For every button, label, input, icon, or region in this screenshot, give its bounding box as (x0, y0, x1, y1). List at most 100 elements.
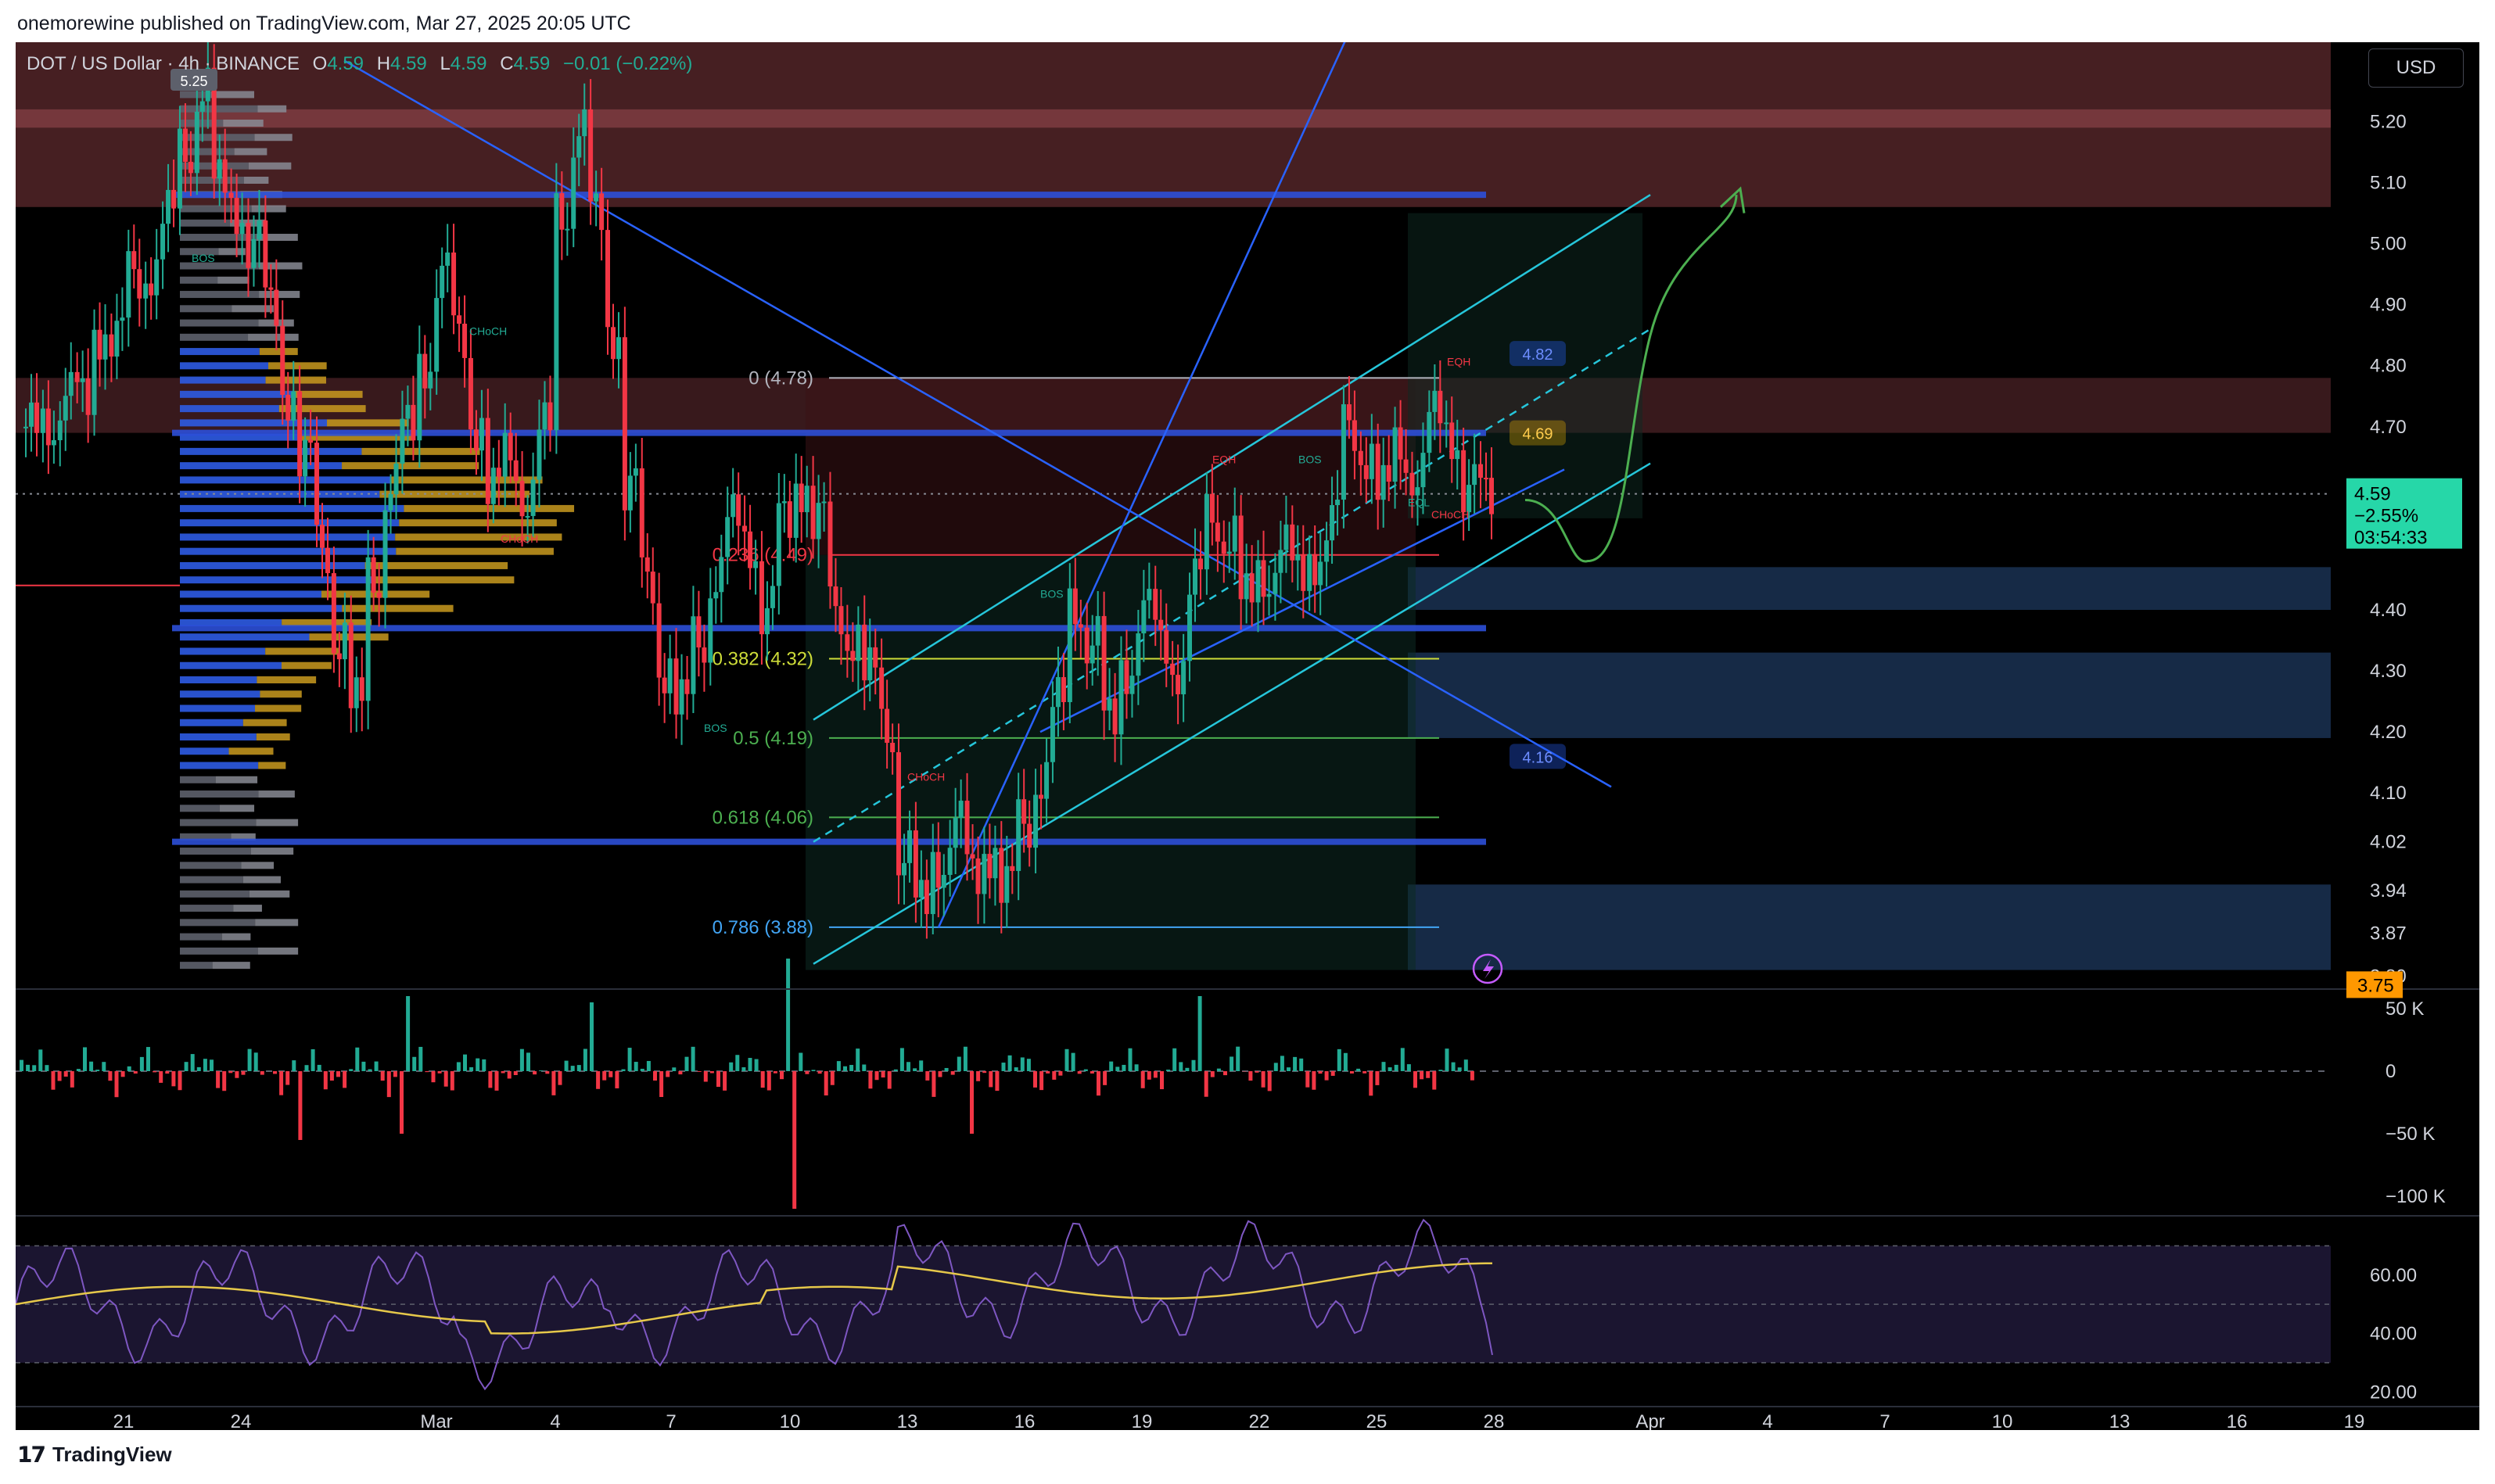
volume-axis-tick: −100 K (2386, 1186, 2446, 1207)
volume-delta-bar (1140, 1071, 1145, 1088)
volume-delta-bar (488, 1071, 493, 1088)
volume-delta-bar (659, 1071, 664, 1098)
profile-bar-down (265, 647, 339, 655)
volume-delta-bar (963, 1046, 967, 1071)
candle-body (422, 353, 428, 389)
volume-delta-bar (279, 1071, 284, 1095)
profile-bar-up (180, 476, 391, 484)
candle-body (1153, 589, 1158, 620)
volume-delta-bar (1324, 1071, 1329, 1081)
candle-body (907, 830, 912, 863)
price-axis-tick: 4.10 (2370, 783, 2407, 804)
candle-body (982, 854, 987, 894)
volume-delta-bar (425, 1071, 429, 1073)
last-price-text: −2.55% (2354, 506, 2418, 527)
close-value: 4.59 (513, 53, 551, 74)
candle-body (1449, 422, 1455, 460)
profile-bar-down (256, 733, 290, 741)
volume-delta-bar (127, 1066, 131, 1071)
volume-delta-bar (1090, 1071, 1094, 1074)
candle-body (1141, 600, 1147, 634)
profile-bar-up (180, 661, 282, 669)
candle-body (1455, 450, 1460, 460)
candle-body (804, 486, 810, 513)
candle-body (120, 317, 125, 321)
volume-delta-bar (881, 1071, 885, 1078)
candle-body (1198, 558, 1203, 570)
candle-body (1193, 558, 1197, 595)
candle-body (217, 159, 222, 179)
candle-body (588, 109, 594, 202)
volume-delta-bar (976, 1071, 981, 1081)
candle-body (753, 561, 759, 568)
profile-bar-up (180, 519, 400, 527)
profile-bar-down (215, 776, 258, 783)
volume-delta-bar (57, 1071, 62, 1081)
low-badge (2346, 971, 2403, 998)
candle-body (810, 486, 816, 539)
candle-body (1466, 485, 1472, 513)
candle-body (537, 429, 542, 480)
volume-delta-bar (1369, 1071, 1373, 1096)
currency-button[interactable]: USD (2368, 48, 2464, 88)
candle-body (382, 510, 388, 598)
publisher-line: onemorewine published on TradingView.com… (17, 13, 631, 34)
time-axis-tick: 21 (113, 1411, 135, 1430)
candle-body (1386, 464, 1391, 482)
candle-body (1283, 524, 1289, 550)
candle-body (496, 468, 501, 477)
volume-delta-bar (95, 1070, 100, 1071)
lightning-bolt-icon (1483, 959, 1494, 979)
candle-body (137, 269, 142, 299)
candle-body (896, 752, 901, 876)
volume-delta-bar (576, 1065, 581, 1071)
channel-mid (813, 328, 1651, 843)
profile-bar-up (180, 319, 259, 327)
profile-bar-down (257, 676, 317, 683)
fib-label: 0.5 (4.19) (733, 728, 813, 749)
candle-body (1380, 464, 1386, 500)
candle-body (731, 494, 736, 518)
symbol-title: DOT / US Dollar · 4h · BINANCE (27, 53, 300, 74)
volume-delta-bar (551, 1071, 556, 1095)
candle-body (759, 561, 764, 635)
candle-body (684, 679, 690, 694)
volume-delta-bar (1280, 1056, 1284, 1071)
candle-body (40, 408, 45, 433)
volume-delta-bar (1394, 1064, 1398, 1071)
candle-body (1004, 866, 1010, 903)
candle-body (582, 109, 587, 137)
volume-delta-bar (418, 1046, 423, 1071)
volume-delta-bar (1071, 1052, 1075, 1071)
high-label: H (376, 53, 391, 74)
candle-body (405, 404, 411, 419)
profile-bar-down (342, 462, 479, 470)
profile-bar-down (374, 576, 515, 584)
chart-area[interactable]: 0 (4.78) 0.236 (4.49) 0.382 (4.32) 0.5 (4.1… (16, 42, 2479, 1430)
candle-body (941, 874, 946, 888)
candle-body (63, 396, 68, 421)
candle-body (126, 251, 131, 318)
candle-body (1176, 675, 1181, 694)
candle-body (691, 616, 696, 694)
time-axis-tick: 19 (2344, 1411, 2365, 1430)
profile-bar-up (180, 176, 245, 184)
candle-body (1415, 487, 1420, 496)
candle-body (867, 647, 873, 681)
profile-bar-up (180, 462, 343, 470)
candle-body (696, 616, 702, 648)
fib-label: 0.786 (3.88) (713, 917, 813, 938)
profile-bar-up (180, 862, 242, 869)
profile-bar-up (180, 419, 328, 427)
candle-body (1261, 560, 1266, 597)
candle-body (656, 603, 662, 678)
volume-delta-bar (703, 1071, 708, 1082)
candle-body (490, 468, 496, 504)
profile-bar-down (257, 947, 299, 955)
volume-delta-bar (519, 1048, 524, 1071)
chart-canvas[interactable]: 0 (4.78)0.236 (4.49)0.382 (4.32)0.5 (4.1… (16, 42, 2479, 1430)
candle-body (325, 547, 330, 574)
time-axis-tick: 4 (1762, 1411, 1772, 1430)
profile-bar-down (361, 447, 480, 455)
candle-body (1101, 615, 1107, 711)
